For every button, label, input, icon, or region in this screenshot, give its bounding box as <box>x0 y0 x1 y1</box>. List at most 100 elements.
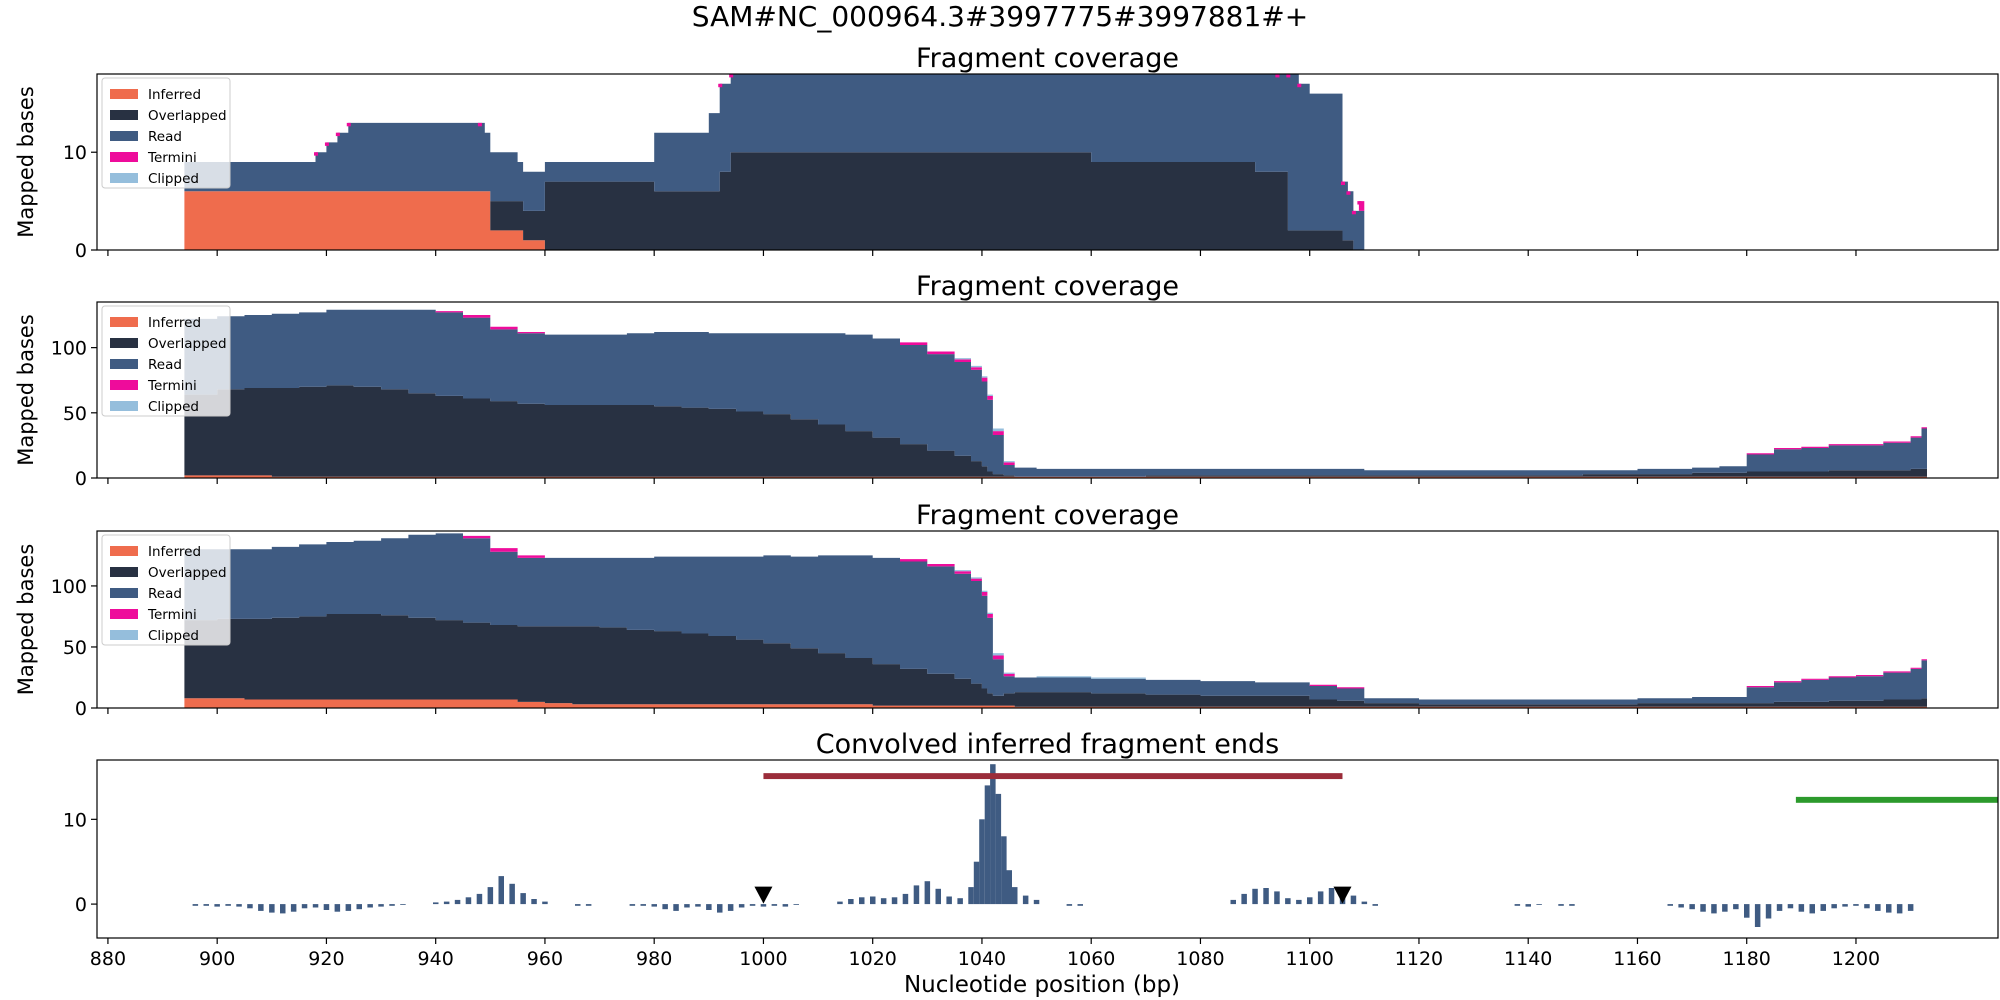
panel-title: Fragment coverage <box>916 500 1179 531</box>
conv-bar <box>848 899 854 905</box>
y-tick-label: 0 <box>75 468 87 490</box>
legend-swatch-termini <box>110 609 138 619</box>
conv-bar <box>476 893 483 905</box>
conv-bar <box>1296 899 1302 905</box>
conv-bar <box>520 893 526 905</box>
conv-bar <box>542 901 548 905</box>
legend-swatch-clipped <box>110 173 138 183</box>
conv-bar <box>749 904 756 906</box>
conv-bar <box>1274 891 1280 905</box>
conv-bar <box>1066 904 1073 906</box>
legend-label-termini: Termini <box>147 150 197 166</box>
y-tick-label: 50 <box>63 637 87 659</box>
series-read <box>184 309 1927 477</box>
legend-label-overlapped: Overlapped <box>148 565 227 581</box>
conv-bar <box>695 904 701 907</box>
conv-bar <box>400 904 406 905</box>
series-inferred <box>184 698 1927 708</box>
conv-bar <box>1776 904 1783 911</box>
legend: Inferred Overlapped Read Termini Clipped <box>101 534 231 646</box>
legend-swatch-read <box>110 588 138 598</box>
conv-bar <box>771 904 778 906</box>
legend-label-inferred: Inferred <box>148 87 201 103</box>
conv-bar <box>1022 895 1029 905</box>
conv-bar <box>880 898 887 905</box>
y-axis-label: Mapped bases <box>14 314 38 466</box>
conv-bar <box>782 904 789 907</box>
triangle-marker <box>754 886 773 904</box>
conv-bar <box>1896 904 1903 914</box>
conv-bar <box>957 898 963 905</box>
conv-bar <box>1514 904 1521 906</box>
conv-bar <box>760 904 767 907</box>
panel-title: Fragment coverage <box>916 43 1179 74</box>
conv-bar <box>1033 899 1040 905</box>
conv-bar <box>946 896 952 905</box>
termini-mark <box>314 152 319 156</box>
termini-mark <box>1340 181 1345 185</box>
conv-bar <box>312 904 319 908</box>
conv-bar <box>192 904 199 906</box>
conv-bar <box>1700 904 1706 912</box>
legend-label-read: Read <box>148 586 182 602</box>
x-tick-label: 1020 <box>849 948 897 970</box>
termini-mark <box>1346 191 1351 195</box>
conv-bar <box>684 904 690 908</box>
conv-bar <box>973 861 980 905</box>
conv-bar <box>870 896 876 905</box>
panel-title: Fragment coverage <box>916 271 1179 302</box>
conv-bar <box>706 904 712 910</box>
legend-label-overlapped: Overlapped <box>148 108 227 124</box>
plot-area <box>184 309 1927 478</box>
legend-swatch-overlapped <box>110 338 138 348</box>
conv-bar <box>1558 904 1564 906</box>
termini-mark <box>477 122 482 127</box>
termini-mark <box>718 83 723 88</box>
band-1 <box>763 773 1343 780</box>
conv-bar <box>1285 898 1291 905</box>
conv-bar <box>301 904 308 909</box>
conv-bar <box>345 904 352 911</box>
conv-bar <box>1241 893 1247 905</box>
conv-bar <box>1886 904 1892 913</box>
legend-label-overlapped: Overlapped <box>148 336 227 352</box>
legend-swatch-inferred <box>110 546 138 556</box>
axes-frame <box>96 530 1999 709</box>
conv-bar <box>717 904 723 913</box>
termini-mark <box>346 122 351 127</box>
conv-bar <box>1678 904 1684 908</box>
conv-bar <box>913 885 920 904</box>
legend-label-inferred: Inferred <box>148 544 201 560</box>
legend-swatch-clipped <box>110 630 138 640</box>
legend-swatch-termini <box>110 380 138 390</box>
legend-swatch-read <box>110 131 138 141</box>
conv-bar <box>443 901 450 905</box>
series-read <box>184 533 1927 705</box>
x-tick-label: 880 <box>90 948 126 970</box>
conv-bar <box>454 899 461 905</box>
termini-mark <box>1286 74 1291 78</box>
y-tick-label: 10 <box>63 809 87 831</box>
termini-mark <box>335 132 340 137</box>
conv-bar <box>1317 891 1324 905</box>
conv-bar <box>389 904 395 906</box>
conv-bar <box>662 904 668 910</box>
panel-2: 0 50 100 Fragment coverage Mapped bases Infer… <box>14 271 1999 490</box>
conv-bar <box>1711 904 1717 914</box>
conv-bar <box>1525 904 1531 907</box>
plot-area <box>192 764 1998 927</box>
conv-bar <box>465 897 472 905</box>
conv-bar <box>1077 904 1083 906</box>
conv-bar <box>1689 904 1695 910</box>
termini-mark <box>751 64 755 67</box>
series-overlapped <box>184 614 1927 707</box>
x-tick-label: 940 <box>418 948 454 970</box>
conv-bar <box>258 904 264 911</box>
conv-bar <box>995 793 1002 905</box>
y-axis-label: Mapped bases <box>14 544 38 696</box>
conv-bar <box>247 904 253 909</box>
conv-bar <box>498 876 504 905</box>
series-inferred <box>184 191 1365 250</box>
conv-bar <box>1012 887 1018 905</box>
